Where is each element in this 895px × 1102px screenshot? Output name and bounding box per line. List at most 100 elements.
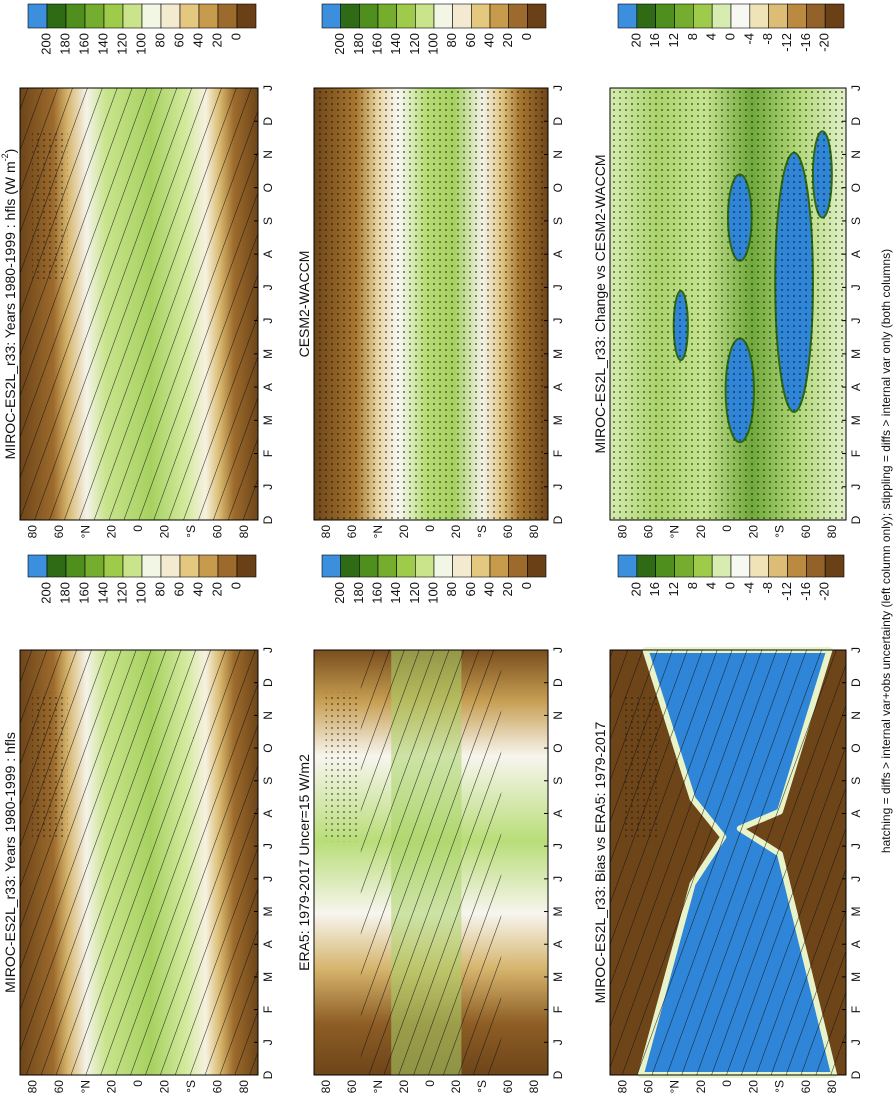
colorbar-label: 80 (444, 33, 459, 47)
month-label: D (849, 117, 863, 126)
month-label: O (551, 183, 565, 192)
colorbar-box (46, 554, 67, 578)
colorbar-label: 20 (500, 33, 515, 47)
colorbar-box (415, 3, 435, 29)
colorbar-box (340, 3, 360, 29)
latitude-label: 80 (825, 525, 839, 539)
colorbar-box (655, 3, 675, 29)
latitude-label: 0 (720, 525, 734, 532)
title-text: ERA5: 1979-2017 Uncer=15 W/m2 (296, 754, 312, 971)
latitude-label: 20 (746, 525, 760, 539)
panel-field (313, 649, 549, 1076)
month-label: D (849, 678, 863, 687)
month-label: F (551, 450, 565, 457)
colorbar-box (359, 554, 379, 578)
panel-frame (313, 87, 549, 521)
stippling (325, 692, 361, 842)
month-label: J (261, 85, 275, 91)
colorbar-label: 16 (647, 582, 662, 596)
latitude-label: °S (773, 525, 787, 538)
month-label: D (261, 117, 275, 126)
colorbar-box (471, 3, 491, 29)
latitude-label: °S (184, 1080, 198, 1093)
latitude-label: °N (668, 1080, 682, 1093)
month-label: A (849, 940, 863, 948)
colorbar-box (65, 554, 86, 578)
title-text: MIROC-ES2L_r33: Change vs CESM2-WACCM (592, 154, 608, 453)
colorbar-label: 140 (388, 582, 403, 604)
colorbar-label: 20 (628, 582, 643, 596)
month-label: A (261, 383, 275, 391)
colorbar-box (768, 554, 788, 578)
colorbar-box (179, 554, 200, 578)
colorbar-box (824, 554, 845, 578)
month-label: J (551, 284, 565, 290)
colorbar-box (749, 3, 769, 29)
latitude-label: 0 (720, 1080, 734, 1087)
month-label: D (261, 1070, 275, 1079)
colorbar-box (452, 554, 472, 578)
latitude-label: 0 (423, 1080, 437, 1087)
colorbar-box (471, 554, 491, 578)
colorbar-box (179, 3, 200, 29)
colorbar-label: 180 (351, 582, 366, 604)
latitude-label: 20 (746, 1080, 760, 1094)
latitude-label: 60 (345, 525, 359, 539)
latitude-label: °S (475, 525, 489, 538)
colorbar-box (693, 554, 713, 578)
colorbar-box (433, 3, 453, 29)
month-label: A (261, 809, 275, 817)
colorbar-box (396, 554, 416, 578)
latitude-label: 60 (501, 525, 515, 539)
colorbar-box (122, 3, 143, 29)
colorbar-label: -8 (760, 33, 775, 45)
month-label: J (551, 85, 565, 91)
panel-frame (19, 87, 259, 521)
month-label: S (551, 777, 565, 785)
colorbar-label: -4 (741, 33, 756, 45)
colorbar-box (84, 554, 105, 578)
colorbar-box (711, 3, 732, 29)
colorbar-label: 0 (722, 33, 737, 40)
colorbar-box (160, 554, 181, 578)
colorbar-label: 160 (76, 33, 91, 55)
month-label: M (551, 415, 565, 425)
month-label: N (261, 150, 275, 159)
month-label: J (849, 876, 863, 882)
latitude-label: 60 (799, 525, 813, 539)
latitude-label: °S (773, 1080, 787, 1093)
latitude-label: 80 (237, 525, 251, 539)
month-label: D (849, 1070, 863, 1079)
colorbar-label: 20 (209, 582, 224, 596)
colorbar-label: -20 (817, 33, 832, 52)
colorbar-label: 4 (704, 582, 719, 589)
colorbar-label: -12 (779, 582, 794, 601)
colorbar-label: 0 (228, 582, 243, 589)
month-label: J (551, 876, 565, 882)
colorbar-label: -16 (798, 582, 813, 601)
month-label: J (551, 843, 565, 849)
month-label: N (849, 150, 863, 159)
month-label: S (551, 217, 565, 225)
latitude-label: 80 (237, 1080, 251, 1094)
footer-note: hatching = diffs > internal var+obs unce… (879, 249, 893, 853)
month-label: D (551, 117, 565, 126)
stippling (610, 88, 846, 520)
colorbar-box (160, 3, 181, 29)
colorbar-label: 40 (481, 33, 496, 47)
title-end: ) (2, 149, 18, 154)
colorbar-box (321, 3, 341, 29)
colorbar-label: 200 (332, 33, 347, 55)
colorbar-label: 40 (190, 582, 205, 596)
colorbar-label: -8 (760, 582, 775, 594)
title-text: MIROC-ES2L_r33: Bias vs ERA5: 1979-2017 (592, 721, 608, 1003)
latitude-label: 20 (694, 1080, 708, 1094)
month-label: S (261, 777, 275, 785)
colorbar-box (787, 3, 807, 29)
colorbar-box (787, 554, 807, 578)
colorbar-box (636, 554, 656, 578)
colorbar-label: 200 (38, 33, 53, 55)
colorbar-box (198, 554, 219, 578)
month-label: J (261, 284, 275, 290)
colorbar-label: 8 (685, 582, 700, 589)
